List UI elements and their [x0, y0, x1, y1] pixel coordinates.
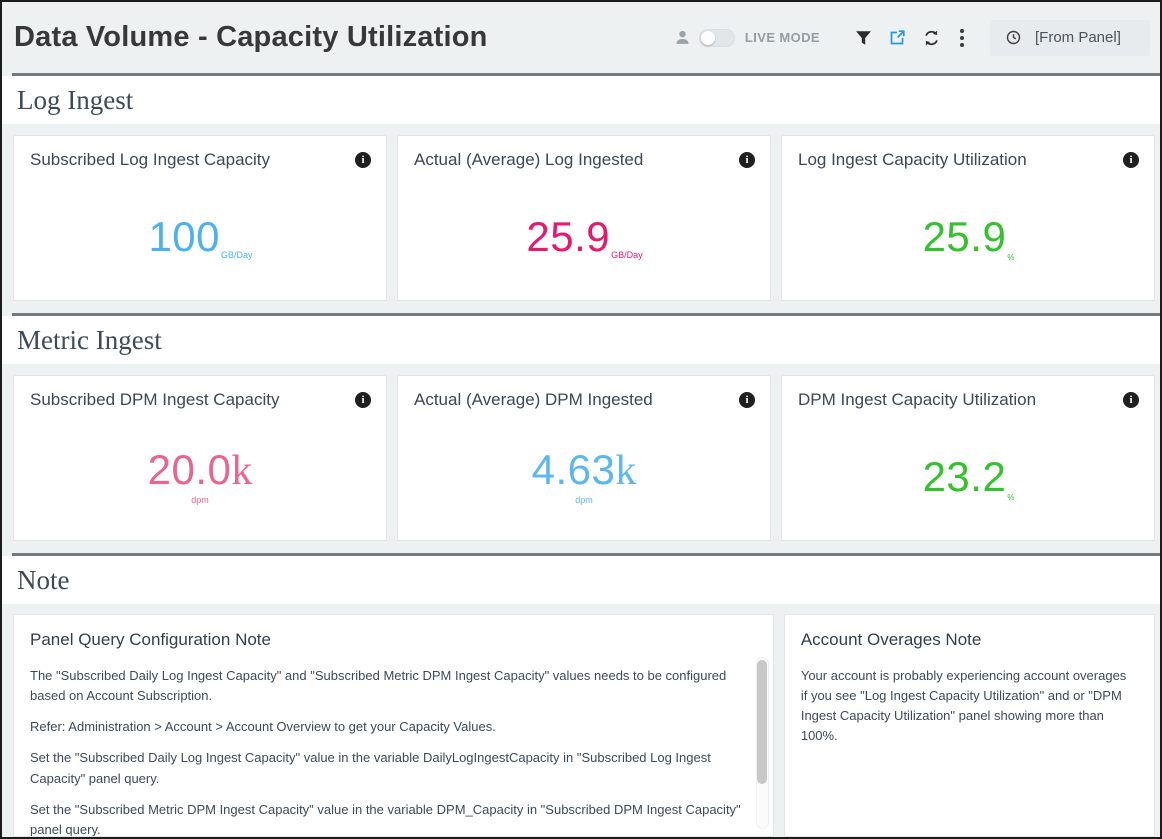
- note-paragraph: Refer: Administration > Account > Accoun…: [30, 719, 496, 735]
- note-title: Account Overages Note: [800, 630, 982, 649]
- metric-ingest-panel-row: Subscribed DPM Ingest Capacity i 20.0k d…: [2, 364, 1160, 553]
- scrollbar-track[interactable]: [755, 657, 769, 829]
- panel-title: Actual (Average) Log Ingested: [414, 150, 644, 169]
- stat-unit: %: [1007, 493, 1015, 502]
- live-mode-toggle[interactable]: [698, 28, 735, 47]
- panel-actual-average-log-ingested: Actual (Average) Log Ingested i 25.9GB/D…: [397, 135, 771, 301]
- info-icon[interactable]: i: [1123, 392, 1139, 408]
- panel-subscribed-log-ingest-capacity: Subscribed Log Ingest Capacity i 100GB/D…: [13, 135, 387, 301]
- log-ingest-panel-row: Subscribed Log Ingest Capacity i 100GB/D…: [2, 124, 1160, 313]
- section-header-metric-ingest: Metric Ingest: [2, 316, 1160, 364]
- info-icon[interactable]: i: [739, 152, 755, 168]
- clock-icon: [1006, 30, 1021, 45]
- info-icon[interactable]: i: [739, 392, 755, 408]
- page-title: Data Volume - Capacity Utilization: [14, 21, 488, 53]
- refresh-icon[interactable]: [914, 21, 948, 55]
- stat-multiplier: k: [615, 448, 637, 494]
- stat-unit: GB/Day: [611, 250, 643, 260]
- panel-subscribed-dpm-ingest-capacity: Subscribed DPM Ingest Capacity i 20.0k d…: [13, 375, 387, 541]
- stat-multiplier: k: [231, 448, 253, 494]
- stat-value: 25.9: [526, 213, 611, 260]
- info-icon[interactable]: i: [355, 392, 371, 408]
- toolbar: LIVE MODE [From Panel]: [674, 19, 1150, 56]
- note-paragraph: Set the "Subscribed Daily Log Ingest Cap…: [30, 750, 711, 786]
- info-icon[interactable]: i: [355, 152, 371, 168]
- panel-log-ingest-capacity-utilization: Log Ingest Capacity Utilization i 25.9%: [781, 135, 1155, 301]
- time-range-label: [From Panel]: [1035, 29, 1121, 46]
- stat-unit: GB/Day: [221, 250, 253, 260]
- note-panel-row: Panel Query Configuration Note The "Subs…: [2, 604, 1160, 837]
- section-title: Log Ingest: [17, 84, 134, 115]
- panel-title: Actual (Average) DPM Ingested: [414, 390, 653, 409]
- section-header-note: Note: [2, 556, 1160, 604]
- dashboard-header: Data Volume - Capacity Utilization LIVE …: [2, 2, 1160, 73]
- section-title: Metric Ingest: [17, 324, 162, 355]
- section-title: Note: [17, 564, 70, 595]
- stat-value: 100: [148, 213, 221, 260]
- user-icon: [674, 29, 691, 46]
- section-divider: [12, 553, 1160, 556]
- share-icon[interactable]: [880, 21, 914, 55]
- time-range-selector[interactable]: [From Panel]: [990, 19, 1150, 56]
- stat-value: 23.2: [922, 453, 1007, 500]
- panel-title: Subscribed DPM Ingest Capacity: [30, 390, 280, 409]
- stat-value: 4.63: [531, 446, 616, 493]
- live-mode-label: LIVE MODE: [744, 30, 820, 45]
- filter-icon[interactable]: [846, 21, 880, 55]
- note-paragraph: Your account is probably experiencing ac…: [800, 668, 1127, 744]
- section-divider: [12, 73, 1160, 76]
- note-paragraph: The "Subscribed Daily Log Ingest Capacit…: [30, 668, 727, 704]
- toggle-knob: [700, 30, 715, 45]
- stat-unit: dpm: [191, 495, 209, 505]
- section-divider: [12, 313, 1160, 316]
- stat-value: 25.9: [922, 213, 1007, 260]
- stat-unit: dpm: [575, 495, 593, 505]
- panel-title: DPM Ingest Capacity Utilization: [798, 390, 1037, 409]
- scrollbar-thumb[interactable]: [757, 660, 768, 784]
- note-paragraph: Set the "Subscribed Metric DPM Ingest Ca…: [30, 801, 741, 837]
- panel-account-overages-note: Account Overages Note Your account is pr…: [783, 614, 1155, 837]
- panel-actual-average-dpm-ingested: Actual (Average) DPM Ingested i 4.63k dp…: [397, 375, 771, 541]
- stat-unit: %: [1007, 253, 1015, 262]
- panel-title: Subscribed Log Ingest Capacity: [30, 150, 271, 169]
- stat-value: 20.0: [147, 446, 232, 493]
- info-icon[interactable]: i: [1123, 152, 1139, 168]
- note-title: Panel Query Configuration Note: [30, 630, 271, 649]
- section-header-log-ingest: Log Ingest: [2, 76, 1160, 124]
- panel-dpm-ingest-capacity-utilization: DPM Ingest Capacity Utilization i 23.2%: [781, 375, 1155, 541]
- panel-title: Log Ingest Capacity Utilization: [798, 150, 1027, 169]
- panel-query-configuration-note: Panel Query Configuration Note The "Subs…: [13, 614, 774, 837]
- kebab-menu-icon[interactable]: [948, 21, 976, 55]
